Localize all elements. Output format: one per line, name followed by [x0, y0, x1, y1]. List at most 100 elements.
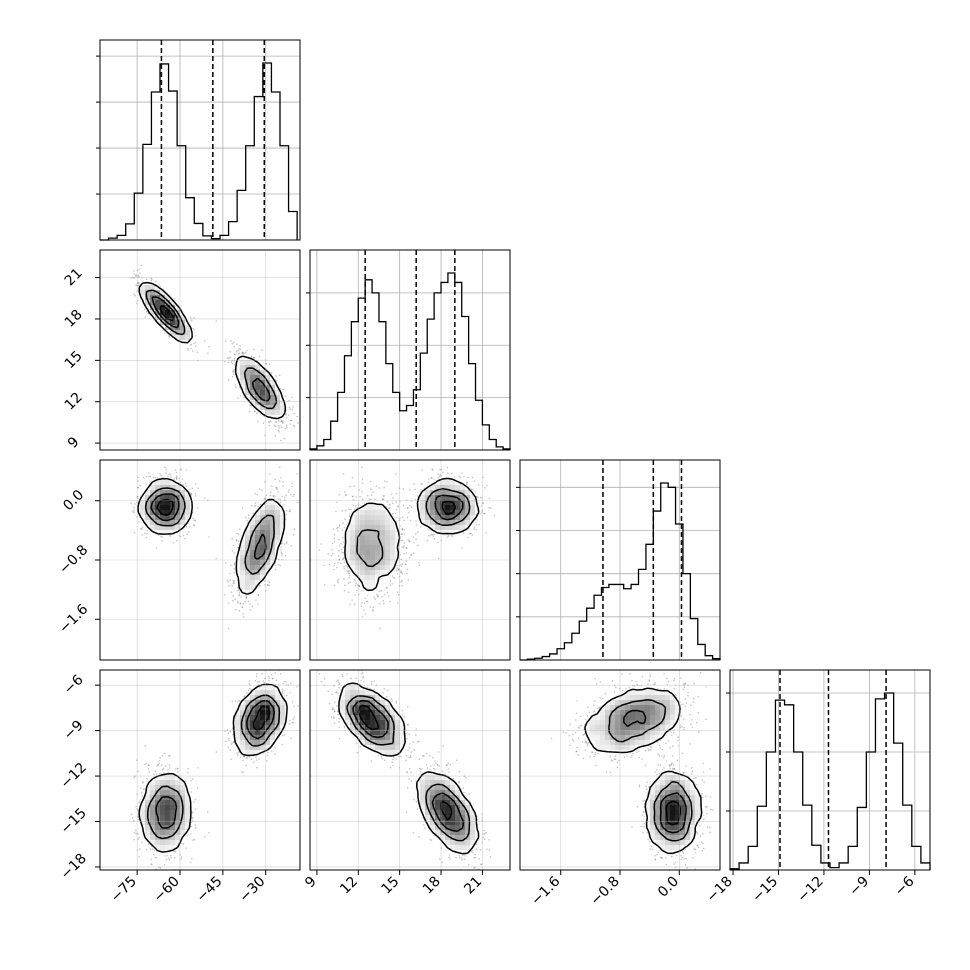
density-cell [640, 730, 646, 736]
scatter-point [433, 537, 436, 540]
scatter-point [184, 482, 187, 485]
scatter-point [167, 335, 170, 337]
histogram-frame [309, 249, 511, 451]
scatter-point [338, 686, 340, 689]
scatter-point [266, 754, 269, 757]
scatter-point [681, 850, 684, 853]
scatter-point [447, 768, 450, 770]
density-cell [270, 725, 276, 731]
density-cell [655, 710, 661, 716]
density-cell [640, 725, 646, 731]
density-cell [465, 505, 471, 511]
scatter-point [632, 752, 634, 755]
scatter-point [462, 787, 465, 789]
density-cell [660, 690, 666, 696]
density-cell [375, 515, 381, 521]
scatter-point [666, 677, 668, 680]
density-cell [470, 840, 476, 846]
scatter-point [289, 719, 291, 722]
density-cell [250, 735, 256, 741]
scatter-point [568, 734, 571, 737]
density-cell [685, 820, 691, 826]
density-cell [615, 745, 621, 751]
scatter-point [190, 825, 192, 828]
density-cell [380, 575, 386, 581]
density-cell [460, 525, 466, 531]
scatter-point [410, 756, 412, 758]
scatter-point [576, 746, 578, 749]
density-cell [175, 835, 181, 841]
scatter-point [327, 690, 330, 693]
scatter-point [694, 852, 697, 854]
scatter-point [427, 534, 430, 537]
scatter-point [187, 347, 189, 350]
density-cell [680, 845, 686, 851]
density-cell [240, 745, 246, 751]
scatter-point [673, 677, 676, 680]
density-cell [245, 740, 251, 746]
histogram-step-line [100, 62, 298, 241]
density-cell [250, 550, 256, 556]
scatter-point [354, 603, 356, 605]
scatter-point [629, 672, 631, 675]
scatter-point [197, 767, 199, 769]
scatter-point [342, 558, 344, 560]
scatter-point [410, 771, 413, 774]
scatter-point [135, 284, 137, 287]
scatter-point [488, 497, 491, 500]
panel-content [520, 670, 720, 870]
density-cell [665, 785, 671, 791]
scatter-point [253, 505, 256, 507]
density-cell [175, 780, 181, 786]
scatter-point [407, 539, 409, 541]
scatter-point [290, 493, 292, 496]
density-cell [265, 550, 271, 556]
density-cell [155, 795, 161, 801]
x-tick-label: −18 [704, 874, 736, 906]
scatter-point [480, 505, 483, 507]
scatter-point [684, 682, 687, 685]
scatter-point [282, 422, 284, 424]
scatter-point [281, 743, 284, 746]
scatter-point [175, 471, 178, 474]
density-cell [270, 505, 276, 511]
scatter-point [429, 755, 431, 757]
scatter-point [153, 853, 155, 856]
scatter-point [141, 795, 143, 797]
density-cell [365, 735, 371, 741]
scatter-point [370, 488, 372, 491]
density-cell [695, 800, 701, 806]
density-cell [365, 580, 371, 586]
scatter-point [403, 553, 405, 555]
density-cell [600, 725, 606, 731]
density-cell [675, 840, 681, 846]
scatter-point [656, 853, 658, 856]
scatter-point [270, 371, 273, 374]
scatter-point [475, 843, 478, 846]
scatter-point [649, 675, 652, 678]
scatter-point [390, 493, 393, 496]
scatter-point [363, 681, 365, 683]
scatter-point [258, 680, 260, 683]
scatter-point [476, 519, 479, 521]
scatter-point [609, 771, 612, 774]
scatter-point [458, 475, 461, 478]
scatter-point [431, 534, 434, 536]
density-cell [665, 830, 671, 836]
density-cell [670, 705, 676, 711]
scatter-point [378, 487, 381, 489]
scatter-point [289, 510, 292, 513]
density-cell [440, 800, 446, 806]
scatter-point [488, 839, 490, 841]
scatter-point [418, 564, 421, 567]
density-cell [160, 800, 166, 806]
scatter-point [474, 856, 477, 859]
density-cell [240, 375, 246, 381]
density-cell [665, 715, 671, 721]
density-cell [160, 300, 166, 306]
scatter-point [687, 691, 689, 694]
scatter-point [133, 506, 135, 509]
density-cell [355, 680, 361, 686]
density-cell [245, 525, 251, 531]
scatter-point [151, 278, 153, 280]
